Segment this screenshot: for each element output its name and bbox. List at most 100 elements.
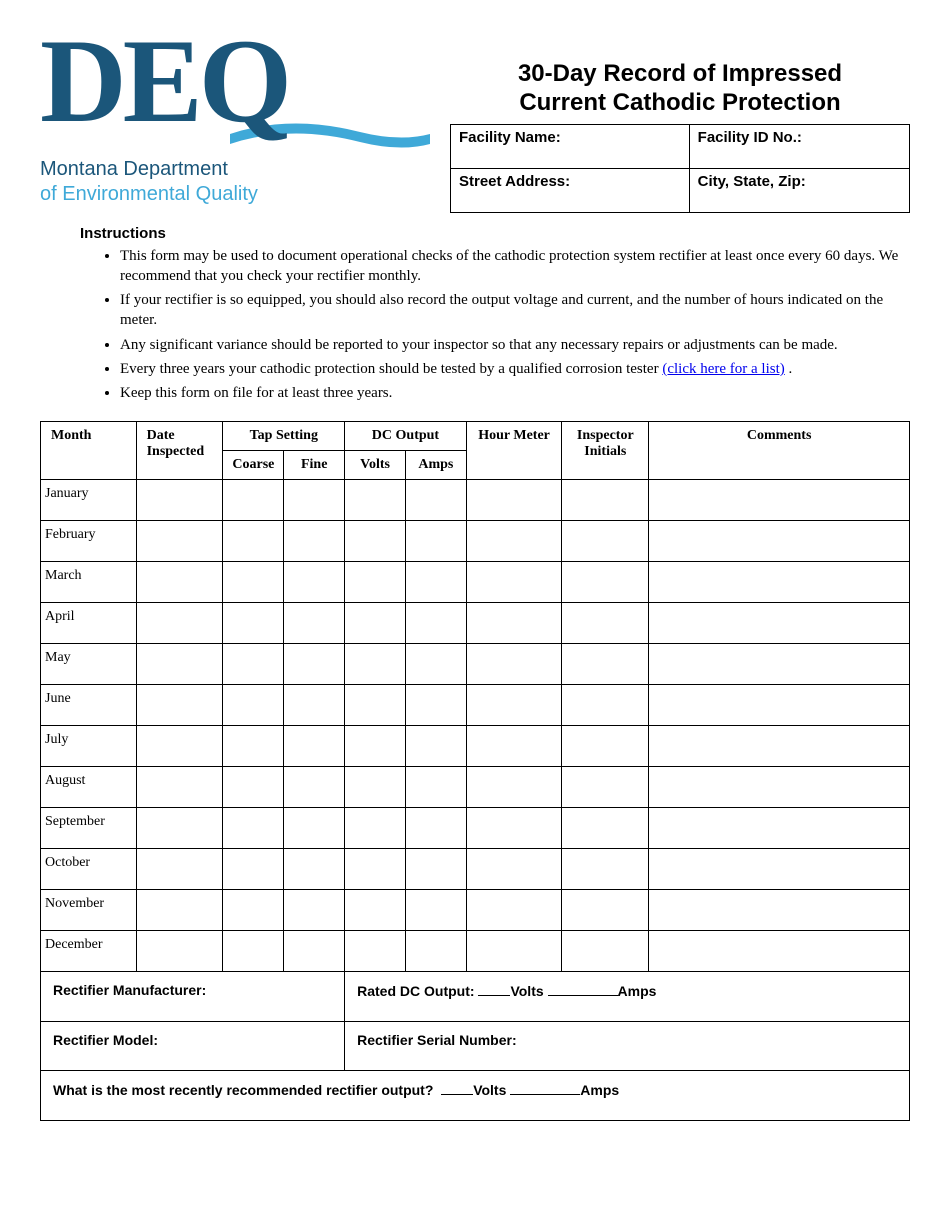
data-cell[interactable] [284,685,345,726]
rectifier-model-cell[interactable]: Rectifier Model: [41,1022,345,1071]
data-cell[interactable] [562,480,649,521]
data-cell[interactable] [649,849,910,890]
data-cell[interactable] [223,767,284,808]
data-cell[interactable] [345,480,406,521]
data-cell[interactable] [284,603,345,644]
data-cell[interactable] [562,603,649,644]
data-cell[interactable] [345,644,406,685]
rated-volts-input[interactable] [478,982,510,996]
data-cell[interactable] [562,562,649,603]
data-cell[interactable] [345,808,406,849]
data-cell[interactable] [345,890,406,931]
rectifier-manufacturer-cell[interactable]: Rectifier Manufacturer: [41,972,345,1022]
rectifier-serial-cell[interactable]: Rectifier Serial Number: [345,1022,910,1071]
data-cell[interactable] [345,931,406,972]
city-state-zip-cell[interactable]: City, State, Zip: [689,168,909,212]
data-cell[interactable] [223,808,284,849]
data-cell[interactable] [405,767,466,808]
data-cell[interactable] [405,931,466,972]
data-cell[interactable] [223,521,284,562]
facility-id-cell[interactable]: Facility ID No.: [689,124,909,168]
data-cell[interactable] [345,685,406,726]
data-cell[interactable] [649,726,910,767]
data-cell[interactable] [136,685,223,726]
facility-name-cell[interactable]: Facility Name: [451,124,690,168]
data-cell[interactable] [345,603,406,644]
data-cell[interactable] [223,685,284,726]
data-cell[interactable] [345,767,406,808]
data-cell[interactable] [405,726,466,767]
data-cell[interactable] [345,726,406,767]
data-cell[interactable] [136,931,223,972]
data-cell[interactable] [562,726,649,767]
data-cell[interactable] [284,849,345,890]
data-cell[interactable] [405,849,466,890]
data-cell[interactable] [649,644,910,685]
data-cell[interactable] [466,849,562,890]
data-cell[interactable] [284,931,345,972]
data-cell[interactable] [466,726,562,767]
data-cell[interactable] [223,849,284,890]
data-cell[interactable] [284,890,345,931]
data-cell[interactable] [562,685,649,726]
data-cell[interactable] [223,726,284,767]
data-cell[interactable] [284,562,345,603]
data-cell[interactable] [136,480,223,521]
data-cell[interactable] [136,603,223,644]
data-cell[interactable] [466,931,562,972]
rated-dc-output-cell[interactable]: Rated DC Output: Volts Amps [345,972,910,1022]
data-cell[interactable] [405,480,466,521]
data-cell[interactable] [345,562,406,603]
data-cell[interactable] [284,521,345,562]
data-cell[interactable] [562,521,649,562]
data-cell[interactable] [405,808,466,849]
data-cell[interactable] [136,849,223,890]
data-cell[interactable] [405,644,466,685]
data-cell[interactable] [649,808,910,849]
data-cell[interactable] [562,767,649,808]
data-cell[interactable] [136,808,223,849]
data-cell[interactable] [405,562,466,603]
data-cell[interactable] [284,644,345,685]
data-cell[interactable] [562,808,649,849]
data-cell[interactable] [223,480,284,521]
data-cell[interactable] [345,849,406,890]
data-cell[interactable] [562,931,649,972]
data-cell[interactable] [649,767,910,808]
data-cell[interactable] [284,726,345,767]
data-cell[interactable] [466,685,562,726]
data-cell[interactable] [405,603,466,644]
data-cell[interactable] [466,767,562,808]
data-cell[interactable] [466,562,562,603]
data-cell[interactable] [223,562,284,603]
data-cell[interactable] [466,644,562,685]
data-cell[interactable] [649,603,910,644]
data-cell[interactable] [223,890,284,931]
data-cell[interactable] [466,890,562,931]
data-cell[interactable] [649,480,910,521]
data-cell[interactable] [649,521,910,562]
data-cell[interactable] [562,890,649,931]
recommended-amps-input[interactable] [510,1081,580,1095]
data-cell[interactable] [562,644,649,685]
data-cell[interactable] [223,603,284,644]
data-cell[interactable] [649,931,910,972]
data-cell[interactable] [136,521,223,562]
rated-amps-input[interactable] [548,982,618,996]
data-cell[interactable] [136,767,223,808]
corrosion-tester-link[interactable]: (click here for a list) [662,361,784,377]
data-cell[interactable] [405,521,466,562]
data-cell[interactable] [466,603,562,644]
data-cell[interactable] [284,808,345,849]
data-cell[interactable] [649,890,910,931]
data-cell[interactable] [649,685,910,726]
data-cell[interactable] [136,726,223,767]
data-cell[interactable] [136,562,223,603]
data-cell[interactable] [284,767,345,808]
data-cell[interactable] [345,521,406,562]
data-cell[interactable] [136,890,223,931]
data-cell[interactable] [405,890,466,931]
data-cell[interactable] [223,644,284,685]
data-cell[interactable] [405,685,466,726]
street-address-cell[interactable]: Street Address: [451,168,690,212]
